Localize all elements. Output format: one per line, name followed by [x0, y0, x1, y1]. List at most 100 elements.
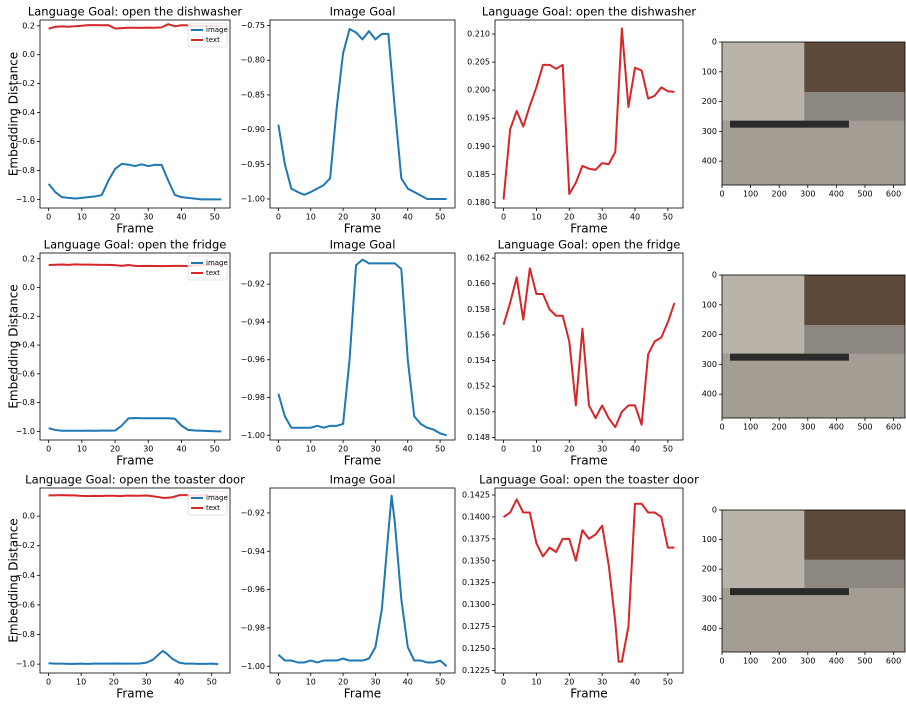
x-tick-label: 30	[370, 213, 380, 222]
y-tick-label: 0.1275	[462, 622, 490, 631]
x-tick-label: 10	[531, 213, 541, 222]
x-tick-label: 20	[338, 678, 348, 687]
plot-frame	[721, 274, 906, 419]
plot-frame	[269, 19, 456, 209]
plot-frame	[269, 487, 456, 674]
image-region	[722, 120, 905, 185]
image-region	[804, 510, 905, 560]
x-tick-label: 100	[743, 190, 758, 199]
y-tick-label: −0.2	[16, 541, 35, 550]
series-line	[502, 267, 676, 429]
chart-title: Image Goal	[330, 238, 396, 252]
x-tick-label: 50	[210, 445, 220, 454]
y-tick-label: 0	[712, 38, 717, 47]
image-region	[722, 588, 905, 652]
y-tick-label: −0.98	[240, 623, 265, 632]
x-tick-label: 40	[174, 678, 184, 687]
y-tick-label: 300	[702, 360, 717, 369]
y-tick-label: −1.0	[16, 195, 35, 204]
x-tick-label: 0	[46, 445, 51, 454]
x-tick-label: 50	[207, 678, 217, 687]
x-tick-label: 50	[435, 678, 445, 687]
x-tick-label: 300	[800, 657, 815, 666]
y-tick-label: 0.2	[22, 21, 35, 30]
y-tick-label: −0.6	[16, 137, 35, 146]
series-line	[48, 416, 222, 433]
robot-arm	[730, 120, 849, 128]
y-tick-label: −0.2	[16, 79, 35, 88]
x-tick-label: 0	[719, 657, 724, 666]
y-tick-label: 0.1300	[462, 600, 490, 609]
x-tick-label: 30	[143, 445, 153, 454]
legend-label: text	[206, 36, 220, 44]
x-tick-label: 10	[306, 445, 316, 454]
image-region	[722, 42, 805, 121]
y-tick-label: 0.180	[467, 198, 490, 207]
y-tick-label: 200	[702, 565, 717, 574]
plot-frame	[269, 252, 456, 441]
y-tick-label: 0.1400	[462, 512, 490, 521]
x-tick-label: 40	[403, 678, 413, 687]
x-tick-label: 10	[306, 213, 316, 222]
y-tick-label: −0.75	[240, 21, 265, 30]
x-axis-label: Frame	[570, 687, 607, 701]
chart-title: Language Goal: open the toaster door	[479, 473, 699, 487]
plot-frame	[39, 19, 231, 209]
y-axis-label: Embedding Distance	[7, 52, 21, 176]
legend-label: image	[206, 259, 228, 267]
x-tick-label: 0	[501, 678, 506, 687]
y-tick-label: −0.96	[240, 355, 265, 364]
x-tick-label: 50	[210, 213, 220, 222]
y-tick-label: 0.162	[467, 254, 490, 263]
series-line	[47, 162, 222, 201]
chart-title: Language Goal: open the dishwasher	[482, 5, 697, 19]
x-tick-label: 10	[77, 445, 87, 454]
plot-frame	[494, 19, 684, 209]
robot-arm	[730, 588, 849, 596]
y-tick-label: 0.195	[467, 114, 490, 123]
x-tick-label: 20	[564, 213, 574, 222]
y-tick-label: 0.0	[22, 283, 35, 292]
y-tick-label: −0.92	[240, 508, 265, 517]
series-line	[48, 649, 219, 666]
x-tick-label: 300	[800, 423, 815, 432]
x-tick-label: 100	[743, 423, 758, 432]
plot-frame	[721, 509, 906, 653]
series-line	[502, 27, 675, 200]
x-axis-label: Frame	[570, 454, 607, 468]
y-axis-label: Embedding Distance	[7, 284, 21, 408]
y-tick-label: 0.156	[467, 330, 490, 339]
x-tick-label: 200	[772, 423, 787, 432]
y-tick-label: −0.80	[240, 56, 265, 65]
x-tick-label: 30	[597, 213, 607, 222]
y-tick-label: −1.00	[240, 194, 265, 203]
x-tick-label: 10	[531, 445, 541, 454]
x-tick-label: 40	[403, 213, 413, 222]
x-tick-label: 30	[370, 678, 380, 687]
y-tick-label: 100	[702, 535, 717, 544]
x-axis-label: Frame	[116, 687, 153, 701]
y-tick-label: −0.4	[16, 571, 35, 580]
y-axis-label: Embedding Distance	[7, 518, 21, 642]
y-tick-label: 0.0	[22, 512, 35, 521]
x-tick-label: 20	[564, 678, 574, 687]
x-tick-label: 40	[630, 678, 640, 687]
x-tick-label: 0	[501, 213, 506, 222]
series-line	[277, 494, 448, 668]
image-region	[722, 275, 805, 354]
x-tick-label: 20	[338, 213, 348, 222]
chart-title: Language Goal: open the toaster door	[25, 473, 245, 487]
y-tick-label: 0.1325	[462, 578, 490, 587]
x-tick-label: 50	[435, 445, 445, 454]
y-tick-label: 0.0	[22, 50, 35, 59]
y-tick-label: 0.2	[22, 254, 35, 263]
x-tick-label: 0	[719, 423, 724, 432]
series-line	[277, 258, 447, 437]
plot-frame	[494, 252, 684, 441]
x-tick-label: 500	[857, 190, 872, 199]
x-axis-label: Frame	[344, 454, 381, 468]
x-tick-label: 0	[276, 678, 281, 687]
x-tick-label: 40	[403, 445, 413, 454]
y-tick-label: 400	[702, 390, 717, 399]
y-tick-label: −0.92	[240, 280, 265, 289]
